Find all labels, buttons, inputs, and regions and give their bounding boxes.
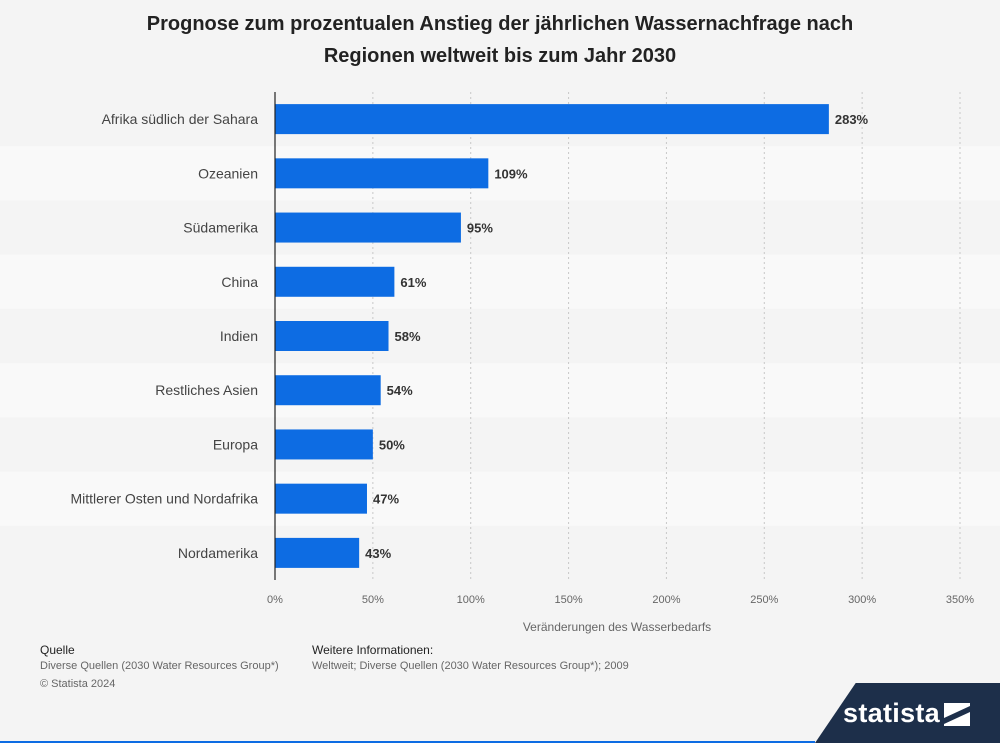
info-text: Weltweit; Diverse Quellen (2030 Water Re… — [312, 660, 629, 672]
statista-logo-icon — [944, 703, 970, 726]
row-band — [0, 254, 1000, 309]
value-label: 283% — [835, 112, 869, 127]
x-tick-label: 150% — [555, 594, 583, 606]
bar-chart: Afrika südlich der Sahara Ozeanien Südamer… — [0, 92, 1000, 634]
row-band — [0, 471, 1000, 526]
value-label: 61% — [400, 275, 426, 290]
value-labels: 283% 109% 95% 61% 58% 54% 50% 47% 43% — [365, 112, 868, 561]
category-label: Ozeanien — [198, 165, 258, 181]
bars — [275, 104, 829, 568]
info-heading: Weitere Informationen: — [312, 643, 434, 657]
bar[interactable] — [275, 158, 489, 189]
bar[interactable] — [275, 429, 373, 460]
x-tick-labels: 0% 50% 100% 150% 200% 250% 300% 350% — [267, 594, 974, 606]
row-bands — [0, 146, 1000, 526]
statista-logo-text: statista — [843, 698, 940, 728]
x-tick-label: 50% — [362, 594, 384, 606]
source-text[interactable]: Diverse Quellen (2030 Water Resources Gr… — [40, 660, 279, 672]
x-tick-label: 0% — [267, 594, 283, 606]
category-label: Indien — [220, 328, 258, 344]
bar[interactable] — [275, 375, 381, 406]
x-tick-label: 300% — [848, 594, 876, 606]
value-label: 95% — [467, 221, 493, 236]
x-tick-label: 250% — [750, 594, 778, 606]
bar[interactable] — [275, 104, 829, 135]
category-label: Südamerika — [183, 220, 258, 236]
value-label: 58% — [395, 329, 421, 344]
chart-title: Prognose zum prozentualen Anstieg der jä… — [146, 13, 854, 67]
value-label: 47% — [373, 492, 399, 507]
category-label: Mittlerer Osten und Nordafrika — [70, 491, 258, 507]
category-label: Nordamerika — [178, 545, 258, 561]
bar[interactable] — [275, 321, 389, 351]
bar[interactable] — [275, 483, 367, 514]
value-label: 43% — [365, 546, 391, 561]
copyright-text: © Statista 2024 — [40, 678, 116, 690]
bar[interactable] — [275, 266, 395, 297]
row-band — [0, 363, 1000, 418]
row-band — [0, 146, 1000, 201]
category-label: Europa — [213, 436, 258, 452]
category-label: Afrika südlich der Sahara — [102, 111, 259, 127]
x-axis-title: Veränderungen des Wasserbedarfs — [523, 620, 711, 634]
bar[interactable] — [275, 212, 461, 243]
category-label: China — [221, 274, 258, 290]
bottom-accent-line — [0, 741, 815, 743]
x-tick-label: 200% — [652, 594, 680, 606]
source-heading: Quelle — [40, 643, 75, 657]
category-label: Restliches Asien — [155, 382, 258, 398]
value-label: 50% — [379, 437, 405, 452]
x-tick-label: 100% — [457, 594, 485, 606]
value-label: 54% — [387, 383, 413, 398]
bar[interactable] — [275, 537, 360, 568]
category-labels: Afrika südlich der Sahara Ozeanien Südamer… — [70, 111, 258, 561]
value-label: 109% — [494, 166, 528, 181]
x-tick-label: 350% — [946, 594, 974, 606]
